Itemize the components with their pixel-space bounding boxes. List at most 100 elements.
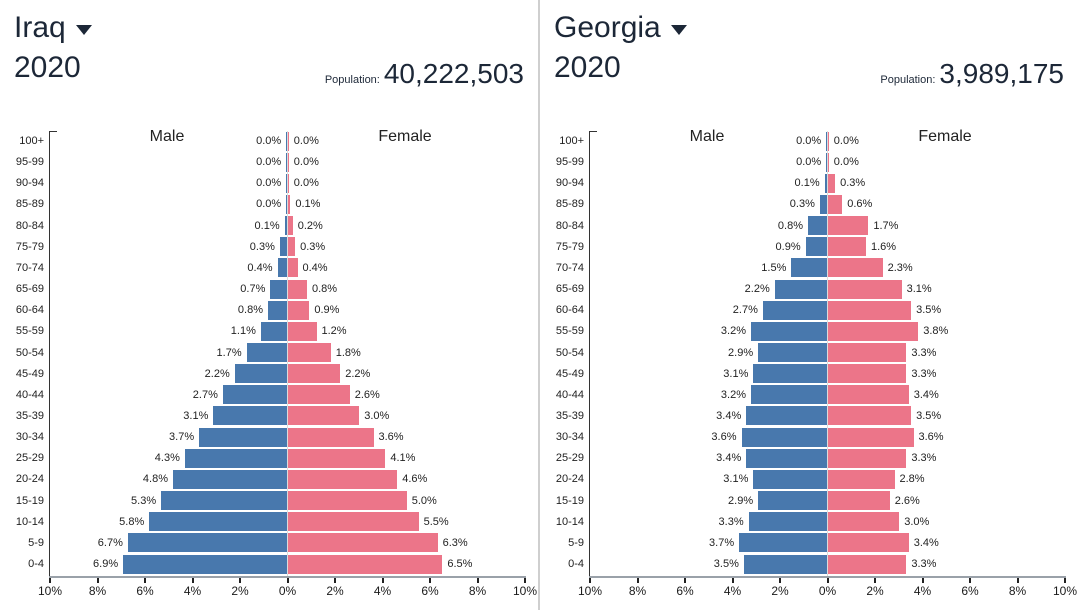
female-bar-55-59[interactable] bbox=[828, 321, 919, 341]
age-group-label: 10-14 bbox=[15, 515, 44, 528]
female-bar-0-4[interactable] bbox=[828, 554, 907, 574]
female-bar-75-79[interactable] bbox=[288, 237, 296, 257]
male-bar-35-39[interactable] bbox=[213, 406, 287, 426]
male-bar-15-19[interactable] bbox=[161, 491, 287, 511]
male-bar-30-34[interactable] bbox=[741, 427, 827, 447]
male-bar-95-99[interactable] bbox=[826, 152, 827, 172]
female-bar-30-34[interactable] bbox=[288, 427, 374, 447]
female-bar-85-89[interactable] bbox=[288, 194, 291, 214]
female-bar-100+[interactable] bbox=[828, 131, 829, 151]
male-bar-20-24[interactable] bbox=[753, 469, 827, 489]
male-bar-75-79[interactable] bbox=[279, 237, 287, 257]
male-bar-40-44[interactable] bbox=[751, 385, 827, 405]
female-bar-50-54[interactable] bbox=[828, 343, 907, 362]
female-bar-80-84[interactable] bbox=[288, 216, 293, 236]
age-group-label: 25-29 bbox=[555, 452, 584, 465]
country-selector[interactable]: Iraq bbox=[14, 10, 92, 46]
x-axis-tick bbox=[429, 578, 431, 583]
male-bar-40-44[interactable] bbox=[222, 385, 287, 405]
female-bar-35-39[interactable] bbox=[828, 406, 912, 426]
female-bar-60-64[interactable] bbox=[288, 300, 310, 320]
female-bar-45-49[interactable] bbox=[828, 364, 907, 384]
male-bar-30-34[interactable] bbox=[199, 427, 287, 447]
female-bar-35-39[interactable] bbox=[288, 406, 360, 426]
female-bar-40-44[interactable] bbox=[828, 385, 909, 405]
male-bar-65-69[interactable] bbox=[774, 279, 827, 299]
female-pct-label: 3.0% bbox=[904, 515, 930, 528]
male-bar-35-39[interactable] bbox=[746, 406, 827, 426]
male-bar-60-64[interactable] bbox=[268, 300, 287, 320]
male-bar-55-59[interactable] bbox=[260, 321, 287, 341]
y-axis-cap bbox=[589, 131, 597, 132]
male-bar-80-84[interactable] bbox=[808, 216, 827, 236]
male-pct-label: 0.9% bbox=[775, 240, 801, 253]
female-bar-70-74[interactable] bbox=[288, 258, 298, 278]
female-bar-60-64[interactable] bbox=[828, 300, 912, 320]
female-bar-100+[interactable] bbox=[288, 131, 289, 151]
male-bar-70-74[interactable] bbox=[791, 258, 827, 278]
female-bar-80-84[interactable] bbox=[828, 216, 869, 236]
age-group-label: 100+ bbox=[19, 135, 44, 147]
male-bar-90-94[interactable] bbox=[286, 173, 287, 193]
x-axis-tick bbox=[684, 578, 686, 583]
male-bar-25-29[interactable] bbox=[746, 448, 827, 468]
male-bar-80-84[interactable] bbox=[284, 216, 287, 236]
female-bar-10-14[interactable] bbox=[828, 512, 900, 532]
male-bar-5-9[interactable] bbox=[127, 533, 287, 553]
female-column-label: Female bbox=[918, 128, 972, 145]
male-bar-100+[interactable] bbox=[826, 131, 827, 151]
male-bar-10-14[interactable] bbox=[149, 512, 287, 532]
female-bar-20-24[interactable] bbox=[288, 469, 398, 489]
female-bar-5-9[interactable] bbox=[828, 533, 909, 553]
female-pct-label: 2.6% bbox=[894, 494, 920, 507]
male-bar-85-89[interactable] bbox=[286, 194, 287, 214]
male-bar-65-69[interactable] bbox=[270, 279, 287, 299]
male-bar-50-54[interactable] bbox=[246, 343, 287, 362]
female-bar-65-69[interactable] bbox=[288, 279, 307, 299]
female-bar-25-29[interactable] bbox=[288, 448, 386, 468]
male-bar-45-49[interactable] bbox=[234, 364, 287, 384]
female-bar-25-29[interactable] bbox=[828, 448, 907, 468]
y-axis-line bbox=[589, 131, 590, 578]
female-bar-85-89[interactable] bbox=[828, 194, 843, 214]
female-bar-15-19[interactable] bbox=[288, 491, 407, 511]
female-bar-50-54[interactable] bbox=[288, 343, 331, 362]
female-bar-75-79[interactable] bbox=[828, 237, 866, 257]
female-bar-90-94[interactable] bbox=[828, 173, 836, 193]
x-axis-tick bbox=[286, 578, 289, 583]
male-bar-90-94[interactable] bbox=[824, 173, 827, 193]
male-bar-0-4[interactable] bbox=[123, 554, 287, 574]
x-axis-tick-label: 2% bbox=[231, 584, 249, 598]
female-bar-55-59[interactable] bbox=[288, 321, 317, 341]
female-bar-5-9[interactable] bbox=[288, 533, 438, 553]
male-bar-5-9[interactable] bbox=[739, 533, 827, 553]
female-bar-0-4[interactable] bbox=[288, 554, 443, 574]
female-bar-30-34[interactable] bbox=[828, 427, 914, 447]
male-bar-100+[interactable] bbox=[286, 131, 287, 151]
male-bar-15-19[interactable] bbox=[758, 491, 827, 511]
age-group-label: 35-39 bbox=[15, 409, 44, 422]
male-bar-60-64[interactable] bbox=[762, 300, 827, 320]
male-bar-10-14[interactable] bbox=[748, 512, 827, 532]
female-bar-15-19[interactable] bbox=[828, 491, 890, 511]
male-bar-55-59[interactable] bbox=[751, 321, 827, 341]
female-bar-90-94[interactable] bbox=[288, 173, 289, 193]
male-bar-0-4[interactable] bbox=[743, 554, 827, 574]
female-bar-45-49[interactable] bbox=[288, 364, 341, 384]
female-bar-95-99[interactable] bbox=[828, 152, 829, 172]
male-bar-70-74[interactable] bbox=[277, 258, 287, 278]
male-bar-95-99[interactable] bbox=[286, 152, 287, 172]
female-bar-95-99[interactable] bbox=[288, 152, 289, 172]
female-bar-65-69[interactable] bbox=[828, 279, 902, 299]
female-bar-40-44[interactable] bbox=[288, 385, 350, 405]
male-bar-25-29[interactable] bbox=[184, 448, 287, 468]
male-bar-50-54[interactable] bbox=[758, 343, 827, 362]
male-bar-20-24[interactable] bbox=[173, 469, 287, 489]
male-bar-45-49[interactable] bbox=[753, 364, 827, 384]
country-selector[interactable]: Georgia bbox=[554, 10, 687, 46]
male-bar-85-89[interactable] bbox=[819, 194, 827, 214]
female-bar-70-74[interactable] bbox=[828, 258, 883, 278]
female-bar-10-14[interactable] bbox=[288, 512, 419, 532]
female-bar-20-24[interactable] bbox=[828, 469, 895, 489]
male-bar-75-79[interactable] bbox=[805, 237, 827, 257]
